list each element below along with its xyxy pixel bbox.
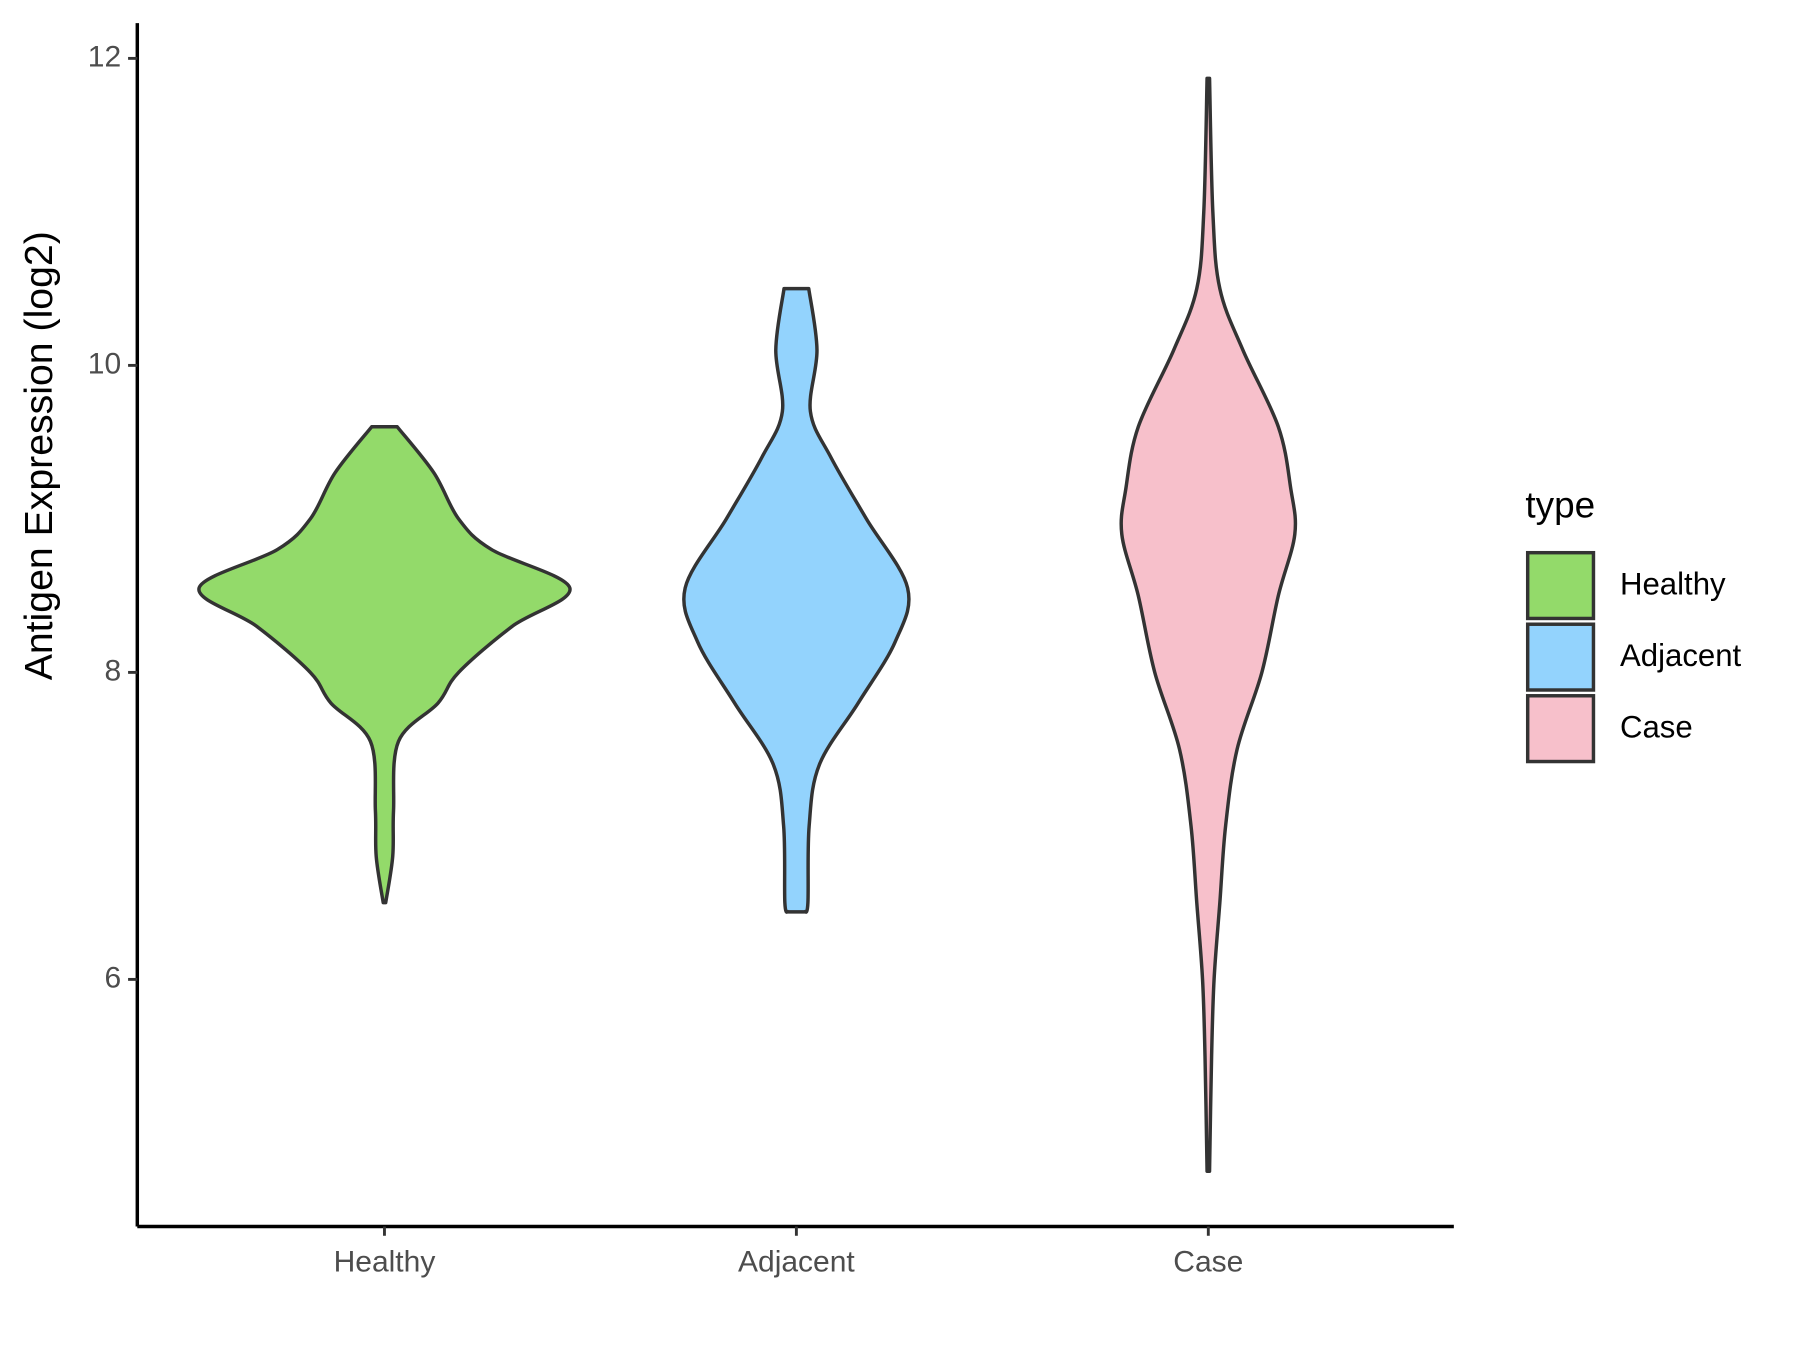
violin bbox=[197, 425, 572, 905]
legend-swatch bbox=[1525, 550, 1596, 621]
y-tick-label: 6 bbox=[104, 961, 121, 994]
x-tick-label: Healthy bbox=[334, 1245, 436, 1278]
y-tick-label: 8 bbox=[104, 654, 121, 687]
legend-swatch bbox=[1525, 622, 1596, 692]
legend-label: Adjacent bbox=[1620, 638, 1742, 673]
y-axis-label: Antigen Expression (log2) bbox=[17, 231, 61, 680]
legend-label: Healthy bbox=[1620, 566, 1726, 601]
violin bbox=[1119, 76, 1298, 1174]
legend-swatch bbox=[1525, 694, 1596, 764]
y-tick-label: 12 bbox=[88, 40, 121, 73]
y-tick-label: 10 bbox=[88, 347, 121, 380]
x-tick-label: Adjacent bbox=[738, 1245, 855, 1278]
legend-label: Case bbox=[1620, 709, 1693, 744]
violin bbox=[682, 286, 911, 914]
x-tick-label: Case bbox=[1173, 1245, 1243, 1278]
legend-title: type bbox=[1525, 484, 1595, 525]
